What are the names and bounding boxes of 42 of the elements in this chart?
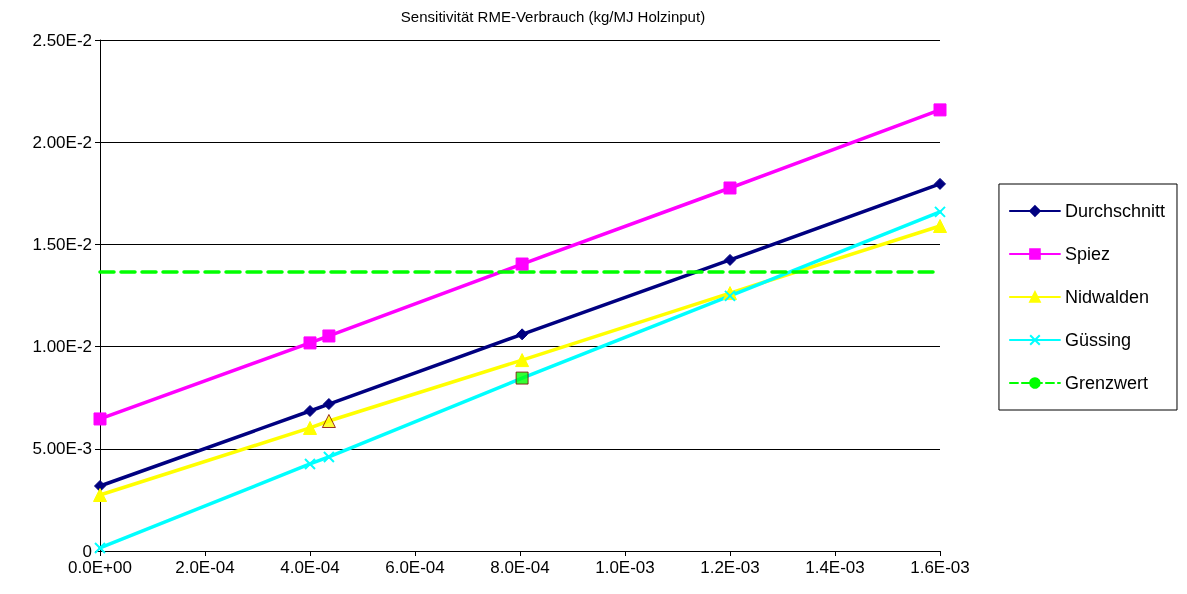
legend-label: Durchschnitt bbox=[1064, 201, 1166, 221]
point bbox=[93, 487, 107, 502]
y-tick-label: 1.50E-2 bbox=[32, 234, 92, 254]
point bbox=[304, 457, 316, 470]
point bbox=[93, 412, 107, 426]
point bbox=[933, 219, 947, 233]
x-tick-label: 1.2E-03 bbox=[700, 558, 760, 577]
point bbox=[934, 177, 946, 190]
legend-label: Nidwalden bbox=[1064, 287, 1150, 307]
legend-label: Spiez bbox=[1064, 244, 1110, 264]
x-tick-label: 1.6E-03 bbox=[910, 558, 970, 577]
point bbox=[322, 398, 335, 411]
point bbox=[934, 205, 946, 218]
point bbox=[515, 371, 529, 385]
point bbox=[933, 103, 947, 117]
point bbox=[303, 336, 317, 350]
x-tick-label: 8.0E-04 bbox=[490, 558, 550, 577]
point bbox=[724, 253, 736, 266]
y-tick-label: 2.00E-2 bbox=[32, 132, 92, 152]
x-tick-label: 2.0E-04 bbox=[175, 558, 235, 577]
x-tick-label: 0.0E+00 bbox=[68, 558, 132, 577]
point bbox=[321, 414, 336, 428]
x-tick-label: 1.0E-03 bbox=[595, 558, 655, 577]
point bbox=[322, 329, 336, 343]
point bbox=[515, 353, 530, 368]
x-tick-label: 6.0E-04 bbox=[385, 558, 445, 577]
point bbox=[723, 181, 737, 195]
x-tick-label: 1.4E-03 bbox=[805, 558, 865, 577]
point bbox=[515, 257, 529, 271]
legend-label: Güssing bbox=[1064, 330, 1132, 350]
point bbox=[303, 420, 317, 435]
point bbox=[322, 450, 335, 463]
y-tick-label: 1.00E-2 bbox=[32, 337, 92, 357]
point bbox=[94, 541, 106, 554]
chart-title: Sensitivität RME-Verbrauch (kg/MJ Holzinput) bbox=[400, 8, 706, 25]
point bbox=[516, 328, 529, 341]
point bbox=[304, 404, 316, 417]
x-tick-label: 4.0E-04 bbox=[280, 558, 340, 577]
y-tick-label: 2.50E-2 bbox=[32, 30, 92, 50]
y-tick-label: 0 bbox=[82, 541, 92, 561]
legend-label: Grenzwert bbox=[1064, 373, 1148, 393]
y-tick-label: 5.00E-3 bbox=[32, 439, 92, 459]
